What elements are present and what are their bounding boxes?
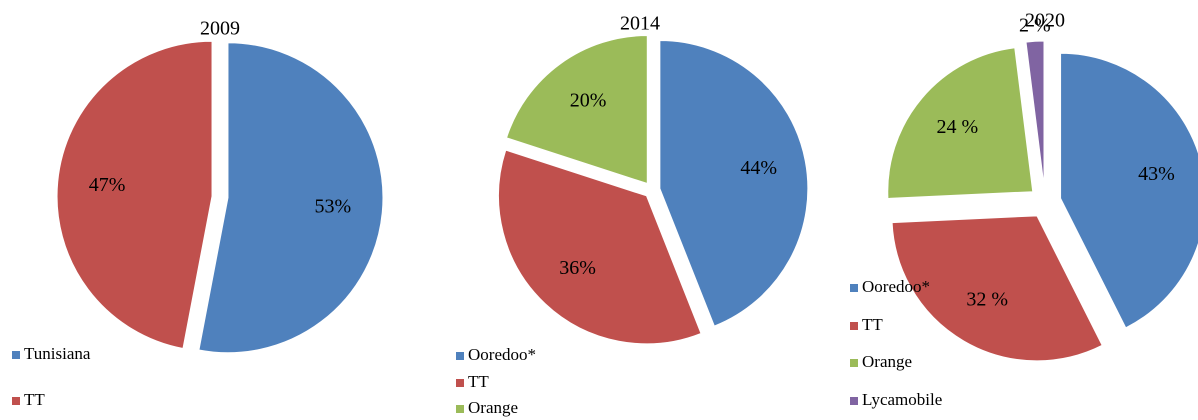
legend-label: Lycamobile — [862, 390, 942, 409]
pie-slice — [659, 40, 809, 327]
pie-slice — [198, 42, 384, 354]
legend-label: Tunisiana — [24, 344, 91, 363]
legend-label: TT — [468, 372, 489, 391]
chart-title: 2014 — [620, 13, 660, 35]
legend-swatch — [850, 397, 858, 405]
legend-label: TT — [862, 315, 883, 334]
legend-swatch — [456, 352, 464, 360]
legend-swatch — [850, 359, 858, 367]
value-label: 47% — [89, 174, 126, 196]
value-label: 53% — [315, 195, 352, 217]
legend-swatch — [12, 351, 20, 359]
pie-slice — [887, 47, 1034, 199]
value-label: 43% — [1138, 163, 1175, 185]
pie-slice — [1060, 52, 1198, 329]
legend-swatch — [850, 322, 858, 330]
legend-label: Ooredoo* — [862, 277, 930, 296]
chart-title: 2009 — [200, 18, 240, 40]
value-label: 2 % — [1019, 14, 1051, 36]
value-label: 24 % — [937, 116, 979, 138]
pie-slice — [498, 149, 702, 345]
legend-swatch — [12, 397, 20, 405]
legend-label: Ooredoo* — [468, 345, 536, 364]
pie-slice — [505, 35, 648, 185]
legend-swatch — [456, 379, 464, 387]
value-label: 44% — [740, 157, 777, 179]
legend-label: TT — [24, 390, 45, 409]
legend-swatch — [456, 405, 464, 413]
pie-slice — [56, 40, 213, 350]
legend-label: Orange — [862, 352, 912, 371]
pie-slice — [891, 215, 1103, 362]
value-label: 36% — [559, 257, 596, 279]
value-label: 32 % — [966, 289, 1008, 311]
value-label: 20% — [570, 90, 607, 112]
pie-slice — [1025, 40, 1045, 187]
legend-label: Orange — [468, 398, 518, 417]
chart-title: 2020 — [1025, 10, 1065, 32]
legend-swatch — [850, 284, 858, 292]
